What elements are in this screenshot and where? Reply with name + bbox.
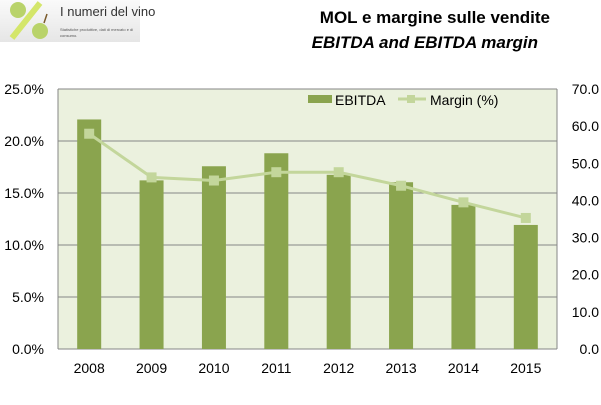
x-tick-label: 2011 [261, 360, 291, 376]
ebitda-bar [513, 224, 538, 349]
logo: I numeri del vino Statistiche produttive… [0, 0, 155, 42]
margin-line [88, 132, 527, 220]
left-tick-label: 10.0% [4, 237, 44, 253]
logo-tagline: Statistiche produttive, dati di mercato … [60, 27, 134, 38]
margin-point [146, 172, 157, 183]
right-tick-label: 70.0 [572, 81, 599, 97]
legend-ebitda-label: EBITDA [335, 92, 386, 108]
right-tick-label: 60.0 [572, 118, 599, 134]
margin-point [520, 212, 531, 223]
x-tick-label: 2015 [510, 360, 541, 376]
right-tick-label: 30.0 [572, 230, 599, 246]
margin-point [271, 167, 282, 178]
logo-brand: I numeri del vino [60, 4, 156, 19]
margin-point [458, 197, 469, 208]
x-tick-label: 2008 [74, 360, 105, 376]
grape-percent-logo-icon [9, 1, 48, 40]
left-tick-label: 15.0% [4, 185, 44, 201]
margin-point [84, 128, 95, 139]
x-tick-label: 2012 [323, 360, 354, 376]
margin-point [208, 175, 219, 186]
plot-area [58, 89, 557, 349]
chart-title: MOL e margine sulle vendite [319, 8, 550, 27]
ebitda-bar [389, 182, 414, 349]
ebitda-bar [77, 119, 102, 349]
ebitda-bar [201, 166, 226, 349]
x-tick-label: 2013 [385, 360, 416, 376]
left-tick-label: 20.0% [4, 133, 44, 149]
margin-point [396, 180, 407, 191]
legend-margin-marker [407, 95, 415, 103]
left-tick-label: 5.0% [12, 289, 44, 305]
chart-subtitle: EBITDA and EBITDA margin [311, 33, 538, 52]
x-tick-label: 2014 [448, 360, 479, 376]
legend-ebitda-swatch [308, 95, 332, 103]
ebitda-bar [326, 174, 351, 349]
ebitda-bar [139, 180, 164, 349]
right-tick-label: 50.0 [572, 155, 599, 171]
right-tick-label: 0.0 [580, 341, 600, 357]
right-tick-label: 40.0 [572, 192, 599, 208]
ebitda-bar [264, 153, 289, 349]
legend-margin-label: Margin (%) [430, 92, 498, 108]
ebitda-bar [451, 204, 476, 349]
right-tick-label: 20.0 [572, 267, 599, 283]
right-tick-label: 10.0 [572, 304, 599, 320]
x-tick-label: 2009 [136, 360, 167, 376]
left-tick-label: 0.0% [12, 341, 44, 357]
margin-point [333, 167, 344, 178]
left-tick-label: 25.0% [4, 81, 44, 97]
x-tick-label: 2010 [198, 360, 229, 376]
